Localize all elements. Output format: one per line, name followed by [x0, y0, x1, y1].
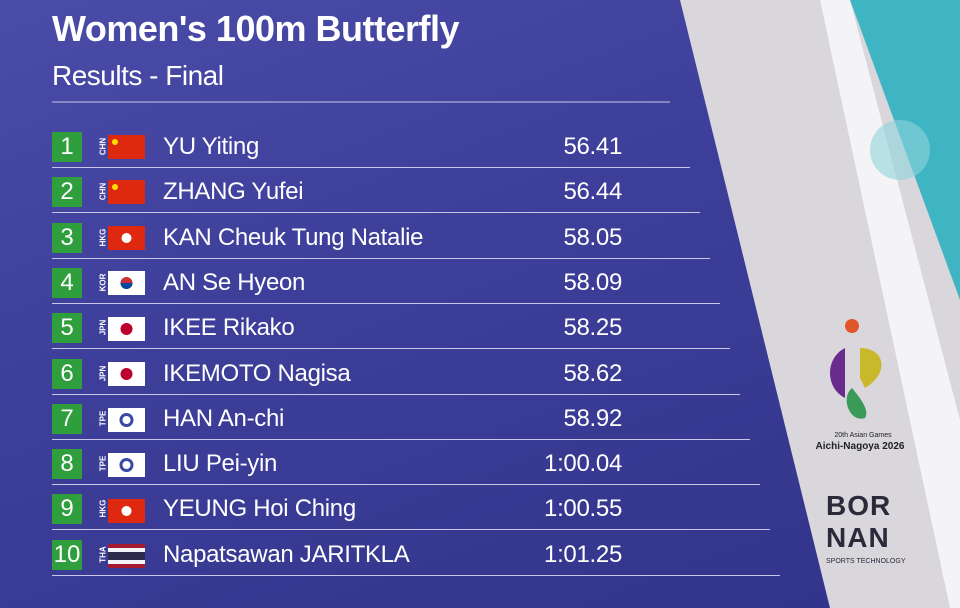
country-code: THA	[98, 545, 108, 563]
result-time: 1:00.55	[544, 495, 622, 523]
athlete-name: Napatsawan JARITKLA	[163, 540, 410, 568]
athlete-name: AN Se Hyeon	[163, 268, 306, 296]
rank: 9	[52, 494, 82, 525]
rank: 10	[52, 539, 82, 570]
flag	[108, 362, 145, 386]
athlete-name: ZHANG Yufei	[163, 178, 304, 206]
country-code: HKG	[98, 228, 108, 246]
row-divider	[52, 348, 730, 350]
result-time: 1:01.25	[544, 540, 622, 568]
row-divider	[52, 302, 720, 304]
sponsor-tagline: SPORTS TECHNOLOGY	[826, 558, 906, 565]
row-divider	[52, 484, 760, 486]
country-code: CHN	[98, 137, 108, 156]
rank: 4	[52, 267, 82, 298]
result-time: 58.09	[563, 268, 622, 296]
flag	[108, 408, 145, 432]
result-time: 1:00.04	[544, 450, 622, 478]
country-code: TPE	[98, 410, 108, 427]
subtitle: Results - Final	[52, 60, 224, 91]
athlete-name: YEUNG Hoi Ching	[163, 495, 356, 523]
country-code: TPE	[98, 455, 108, 472]
sponsor-logo: NAN	[826, 522, 890, 553]
flag	[108, 226, 145, 250]
rank: 7	[52, 403, 82, 434]
sponsor-logo: BOR	[826, 490, 892, 521]
country-code: KOR	[98, 273, 108, 292]
athlete-name: LIU Pei-yin	[163, 450, 278, 478]
country-code: CHN	[98, 183, 108, 201]
row-divider	[52, 167, 690, 168]
row-divider	[52, 393, 740, 395]
athlete-name: IKEMOTO Nagisa	[163, 359, 351, 387]
country-code: JPN	[98, 365, 108, 381]
rank: 6	[52, 358, 82, 389]
flag	[108, 180, 145, 204]
row-divider	[52, 529, 770, 531]
country-code: HKG	[98, 500, 108, 518]
rank: 8	[52, 449, 82, 480]
result-time: 58.92	[563, 404, 622, 432]
result-time: 58.05	[563, 223, 622, 251]
athlete-name: IKEE Rikako	[163, 314, 295, 342]
row-divider	[52, 438, 750, 440]
flag	[108, 499, 145, 523]
rank: 5	[52, 313, 82, 344]
games-label: 20th Asian Games	[834, 432, 892, 439]
country-code: JPN	[98, 319, 108, 336]
flag	[108, 135, 145, 159]
flag	[108, 271, 145, 295]
flag	[108, 317, 145, 341]
result-time: 56.41	[563, 133, 622, 160]
games-label: Aichi-Nagoya 2026	[815, 441, 905, 452]
athlete-name: YU Yiting	[163, 133, 260, 160]
result-time: 58.62	[563, 359, 622, 387]
row-divider	[52, 212, 700, 214]
result-time: 56.44	[563, 178, 622, 206]
athlete-name: HAN An-chi	[163, 404, 285, 432]
rank: 1	[52, 132, 82, 162]
flag	[108, 544, 145, 568]
flag	[108, 453, 145, 477]
title: Women's 100m Butterfly	[52, 8, 460, 49]
result-time: 58.25	[563, 314, 622, 342]
athlete-name: KAN Cheuk Tung Natalie	[163, 223, 424, 251]
rank: 3	[52, 222, 82, 253]
rank: 2	[52, 177, 82, 208]
row-divider	[52, 257, 710, 259]
row-divider	[52, 574, 780, 576]
